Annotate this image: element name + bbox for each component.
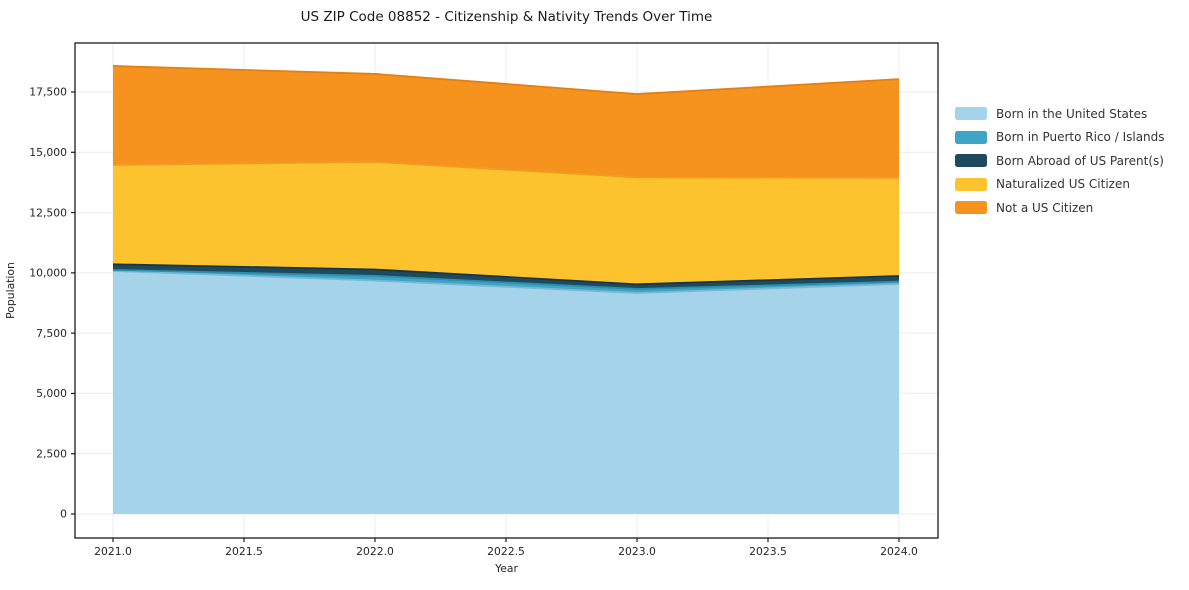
- legend-swatch: [955, 177, 987, 191]
- x-tick-label: 2023.5: [749, 545, 787, 558]
- legend-item: Born Abroad of US Parent(s): [955, 149, 1165, 173]
- y-tick-label: 17,500: [29, 86, 67, 99]
- area-edge-line: [112, 263, 900, 286]
- x-tick-label: 2023.0: [618, 545, 656, 558]
- area-series-0: [113, 270, 899, 514]
- area-series-3: [113, 161, 899, 285]
- legend-swatch: [955, 130, 987, 144]
- legend-swatch: [955, 154, 987, 168]
- x-axis-label: Year: [494, 562, 518, 575]
- y-tick-label: 10,000: [29, 267, 67, 280]
- y-tick-label: 7,500: [36, 327, 67, 340]
- legend-item: Born in the United States: [955, 102, 1165, 126]
- y-tick-label: 0: [60, 508, 67, 521]
- area-edge-line: [112, 65, 900, 95]
- chart-title: US ZIP Code 08852 - Citizenship & Nativi…: [300, 9, 713, 25]
- x-tick-label: 2022.0: [356, 545, 394, 558]
- x-tick-label: 2024.0: [880, 545, 918, 558]
- area-series-4: [113, 65, 899, 178]
- y-axis-label: Population: [4, 262, 17, 319]
- x-tick-label: 2022.5: [487, 545, 525, 558]
- x-tick-label: 2021.5: [225, 545, 263, 558]
- y-tick-label: 5,000: [36, 387, 67, 400]
- legend-label: Born in the United States: [996, 106, 1148, 121]
- y-tick-label: 15,000: [29, 146, 67, 159]
- legend: Born in the United States Born in Puerto …: [955, 102, 1165, 220]
- legend-item: Not a US Citizen: [955, 196, 1165, 220]
- legend-label: Naturalized US Citizen: [996, 177, 1130, 192]
- area-edge-line: [112, 269, 900, 290]
- legend-item: Naturalized US Citizen: [955, 173, 1165, 197]
- legend-swatch: [955, 201, 987, 215]
- y-tick-label: 2,500: [36, 447, 67, 460]
- x-tick-label: 2021.0: [94, 545, 132, 558]
- legend-swatch: [955, 107, 987, 121]
- legend-label: Not a US Citizen: [996, 200, 1094, 215]
- y-tick-label: 12,500: [29, 206, 67, 219]
- area-edge-line: [112, 270, 900, 294]
- legend-label: Born Abroad of US Parent(s): [996, 153, 1164, 168]
- area-edge-line: [112, 161, 900, 179]
- legend-label: Born in Puerto Rico / Islands: [996, 130, 1165, 145]
- legend-item: Born in Puerto Rico / Islands: [955, 126, 1165, 150]
